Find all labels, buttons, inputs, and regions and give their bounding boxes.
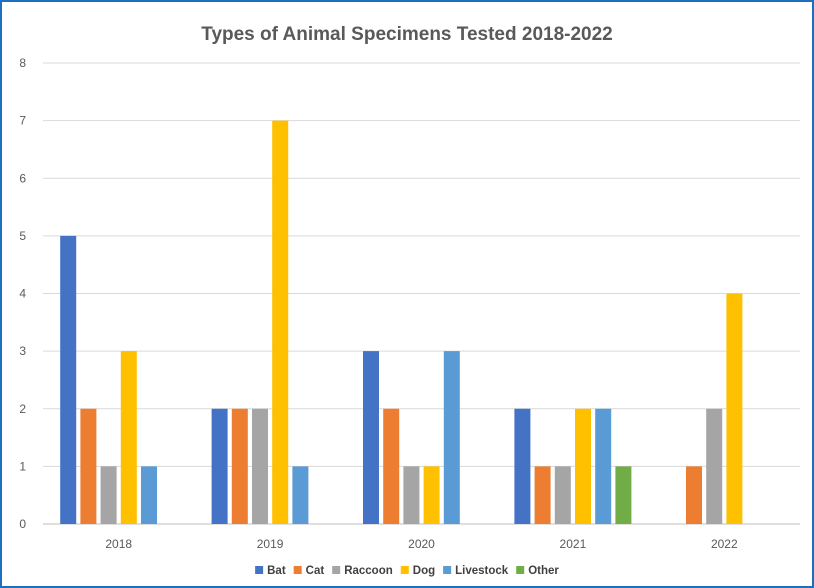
x-axis-ticks: 2018 2019 2020 2021 2022: [105, 537, 738, 551]
legend-swatch-dog: [400, 566, 409, 574]
y-tick-label: 5: [19, 229, 26, 243]
legend-label-bat: Bat: [267, 565, 286, 577]
x-tick-label: 2022: [711, 537, 738, 551]
bar-livestock-2019: [292, 466, 309, 524]
legend-swatch-raccoon: [332, 566, 341, 574]
bar-livestock-2018: [141, 466, 157, 524]
y-tick-label: 0: [19, 517, 26, 531]
bar-bat-2021: [514, 408, 531, 524]
bar-livestock-2020: [443, 351, 460, 524]
bar-raccoon-2020: [403, 466, 420, 524]
y-axis-ticks: 0 1 2 3 4 5 6 7 8: [19, 56, 26, 531]
y-tick-label: 2: [19, 402, 26, 416]
legend-swatch-cat: [293, 566, 302, 574]
bar-bat-2018: [60, 235, 77, 524]
legend-swatch-livestock: [443, 566, 452, 574]
chart-title: Types of Animal Specimens Tested 2018-20…: [201, 24, 613, 45]
bar-cat-2019: [231, 408, 248, 524]
gridlines: [43, 62, 800, 525]
bars: [60, 120, 743, 524]
bar-raccoon-2021: [554, 466, 571, 524]
y-tick-label: 8: [19, 56, 26, 70]
bar-cat-2021: [534, 466, 551, 524]
legend-swatch-other: [516, 566, 525, 574]
y-tick-label: 6: [19, 171, 26, 185]
bar-dog-2021: [575, 408, 591, 524]
bar-cat-2018: [80, 408, 97, 524]
legend-label-raccoon: Raccoon: [344, 565, 393, 577]
bar-livestock-2021: [595, 408, 612, 524]
bar-raccoon-2019: [252, 408, 268, 524]
x-tick-label: 2021: [560, 537, 587, 551]
x-tick-label: 2018: [105, 537, 132, 551]
bar-bat-2020: [363, 351, 379, 524]
bar-dog-2019: [272, 120, 289, 524]
legend-swatch-bat: [255, 566, 264, 574]
legend-label-cat: Cat: [306, 565, 325, 577]
bar-bat-2019: [211, 408, 228, 524]
legend-label-dog: Dog: [413, 565, 435, 577]
bar-cat-2022: [686, 466, 702, 524]
bar-raccoon-2018: [100, 466, 117, 524]
y-tick-label: 1: [19, 459, 26, 473]
y-tick-label: 4: [19, 287, 26, 301]
x-tick-label: 2020: [408, 537, 435, 551]
bar-dog-2020: [423, 466, 440, 524]
x-tick-label: 2019: [257, 537, 284, 551]
y-tick-label: 3: [19, 344, 26, 358]
bar-raccoon-2022: [706, 408, 723, 524]
bar-dog-2022: [726, 293, 743, 524]
bar-dog-2018: [120, 351, 137, 524]
legend-label-other: Other: [528, 565, 559, 577]
legend: Bat Cat Raccoon Dog Livestock Other: [255, 565, 559, 577]
y-tick-label: 7: [19, 114, 26, 128]
bar-cat-2020: [383, 408, 400, 524]
legend-label-livestock: Livestock: [455, 565, 509, 577]
bar-other-2021: [615, 466, 632, 524]
